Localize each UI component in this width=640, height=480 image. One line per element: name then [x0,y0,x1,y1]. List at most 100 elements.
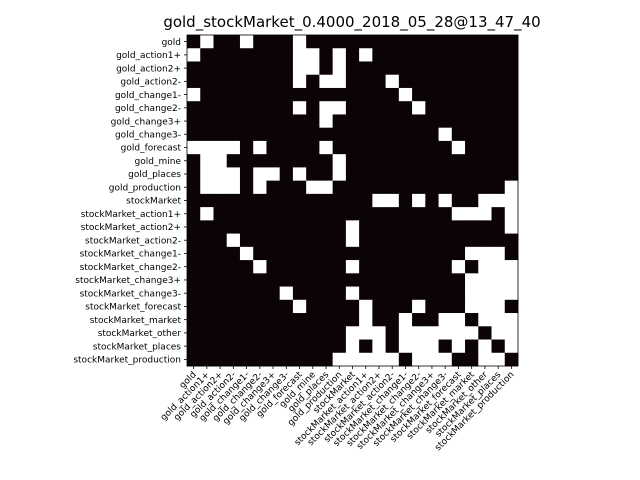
heatmap-cell [504,101,519,115]
heatmap-cell [465,273,479,287]
heatmap-cell [226,286,241,301]
heatmap-cell [478,35,492,49]
heatmap-cell [239,61,254,76]
heatmap-cell [398,339,413,354]
heatmap-cell [359,180,373,195]
heatmap-cell [491,246,506,261]
heatmap-cell [504,260,519,274]
heatmap-cell [279,154,294,168]
heatmap-cell [266,233,281,248]
heatmap-cell [200,352,214,367]
heatmap-cell [292,220,307,234]
heatmap-cell [438,260,453,274]
heatmap-cell [504,140,519,155]
heatmap-cell [213,246,228,261]
heatmap-cell [359,273,373,287]
heatmap-cell [478,87,492,102]
heatmap-cell [491,326,506,340]
heatmap-cell [398,35,413,49]
heatmap-cell [438,180,453,195]
heatmap-cell [491,207,506,221]
heatmap-cell [226,154,241,168]
heatmap-cell [385,180,400,195]
heatmap-cell [398,140,413,155]
heatmap-cell [425,101,439,115]
heatmap-cell [306,87,320,102]
heatmap-cell [266,193,281,208]
heatmap-cell [359,313,373,327]
heatmap-cell [279,260,294,274]
heatmap-cell [465,260,479,274]
heatmap-cell [253,339,267,354]
heatmap-cell [292,260,307,274]
heatmap-cell [279,127,294,142]
heatmap-cell [266,87,281,102]
heatmap-cell [372,299,386,314]
heatmap-cell [438,101,453,115]
heatmap-cell [266,114,281,129]
y-tick-label: stockMarket_action1+ [81,210,181,220]
heatmap-cell [239,286,254,301]
heatmap-cell [187,233,201,248]
heatmap-cell [398,207,413,221]
heatmap-cell [319,101,333,115]
y-tick-label: stockMarket_production [73,356,181,366]
heatmap-cell [226,180,241,195]
heatmap-cell [200,260,214,274]
heatmap-cell [385,167,400,181]
heatmap-cell [239,48,254,62]
heatmap-cell [438,326,453,340]
heatmap-cell [239,140,254,155]
heatmap-cell [200,313,214,327]
heatmap-cell [398,299,413,314]
heatmap-cell [226,339,241,354]
heatmap-cell [451,140,466,155]
heatmap-cell [306,114,320,129]
heatmap-cell [504,207,519,221]
y-tick-label: stockMarket_change1- [80,250,181,260]
heatmap-cell [398,260,413,274]
heatmap-cell [438,35,453,49]
heatmap-cell [253,61,267,76]
heatmap-cell [478,260,492,274]
heatmap-cell [451,114,466,129]
heatmap-cell [266,260,281,274]
y-tick-label: gold_action2- [120,78,181,88]
heatmap-cell [438,233,453,248]
heatmap-cell [292,246,307,261]
heatmap-cell [253,127,267,142]
heatmap-cell [345,326,360,340]
heatmap-cell [292,233,307,248]
heatmap-cell [465,114,479,129]
heatmap-cell [213,101,228,115]
heatmap-cell [451,286,466,301]
heatmap-cell [451,233,466,248]
heatmap-cell [239,180,254,195]
heatmap-cell [253,207,267,221]
heatmap-cell [491,154,506,168]
heatmap-cell [372,339,386,354]
heatmap-cell [504,326,519,340]
heatmap-cell [491,339,506,354]
heatmap-cell [465,220,479,234]
heatmap-cell [504,114,519,129]
heatmap-cell [438,74,453,89]
heatmap-cell [213,35,228,49]
heatmap-cell [398,167,413,181]
heatmap-cell [398,220,413,234]
heatmap-cell [253,352,267,367]
heatmap-cell [226,61,241,76]
heatmap-cell [478,140,492,155]
heatmap-cell [187,61,201,76]
y-tick-label: gold_action1+ [116,51,181,61]
heatmap-cell [491,299,506,314]
heatmap-cell [213,74,228,89]
heatmap-cell [292,167,307,181]
heatmap-cell [425,273,439,287]
heatmap-cell [200,273,214,287]
heatmap-cell [425,74,439,89]
heatmap-cell [213,87,228,102]
heatmap-cell [451,220,466,234]
heatmap-cell [398,233,413,248]
heatmap-cell [412,87,426,102]
